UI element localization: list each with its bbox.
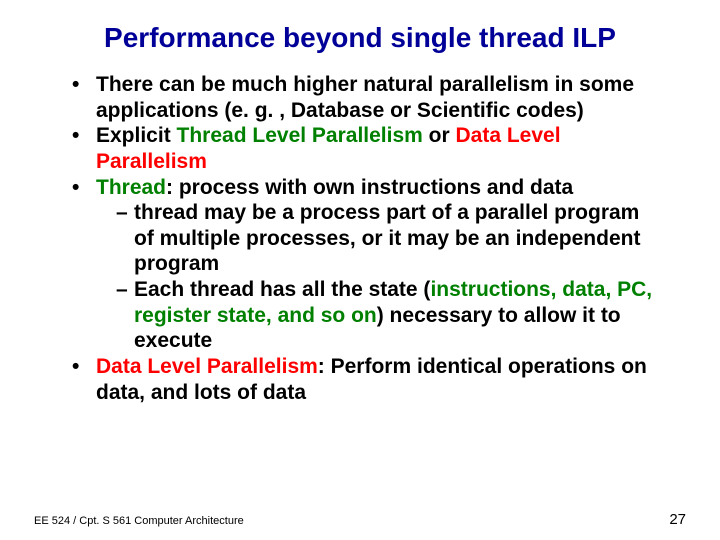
bullet-item: Data Level Parallelism: Perform identica… [72, 354, 660, 405]
text-run: Thread Level Parallelism [177, 124, 429, 147]
text-run: Explicit [96, 124, 177, 147]
sub-bullet-item: thread may be a process part of a parall… [116, 200, 660, 277]
text-run: Data Level Parallelism [96, 355, 318, 378]
text-run: or [429, 124, 456, 147]
text-run: There can be much higher natural paralle… [96, 73, 634, 122]
text-run: Thread [96, 176, 166, 199]
slide-body: There can be much higher natural paralle… [0, 54, 720, 405]
slide-title: Performance beyond single thread ILP [0, 0, 720, 54]
footer-text: EE 524 / Cpt. S 561 Computer Architectur… [34, 515, 244, 527]
slide-footer: EE 524 / Cpt. S 561 Computer Architectur… [34, 511, 686, 528]
bullet-item: Thread: process with own instructions an… [72, 175, 660, 354]
bullet-list: There can be much higher natural paralle… [72, 72, 660, 405]
page-number: 27 [669, 511, 686, 528]
text-run: thread may be a process part of a parall… [134, 201, 640, 275]
sub-bullet-item: Each thread has all the state (instructi… [116, 277, 660, 354]
slide: Performance beyond single thread ILP The… [0, 0, 720, 540]
bullet-item: There can be much higher natural paralle… [72, 72, 660, 123]
sub-bullet-list: thread may be a process part of a parall… [96, 200, 660, 354]
text-run: Each thread has all the state ( [134, 278, 430, 301]
bullet-item: Explicit Thread Level Parallelism or Dat… [72, 123, 660, 174]
text-run: : process with own instructions and data [166, 176, 573, 199]
